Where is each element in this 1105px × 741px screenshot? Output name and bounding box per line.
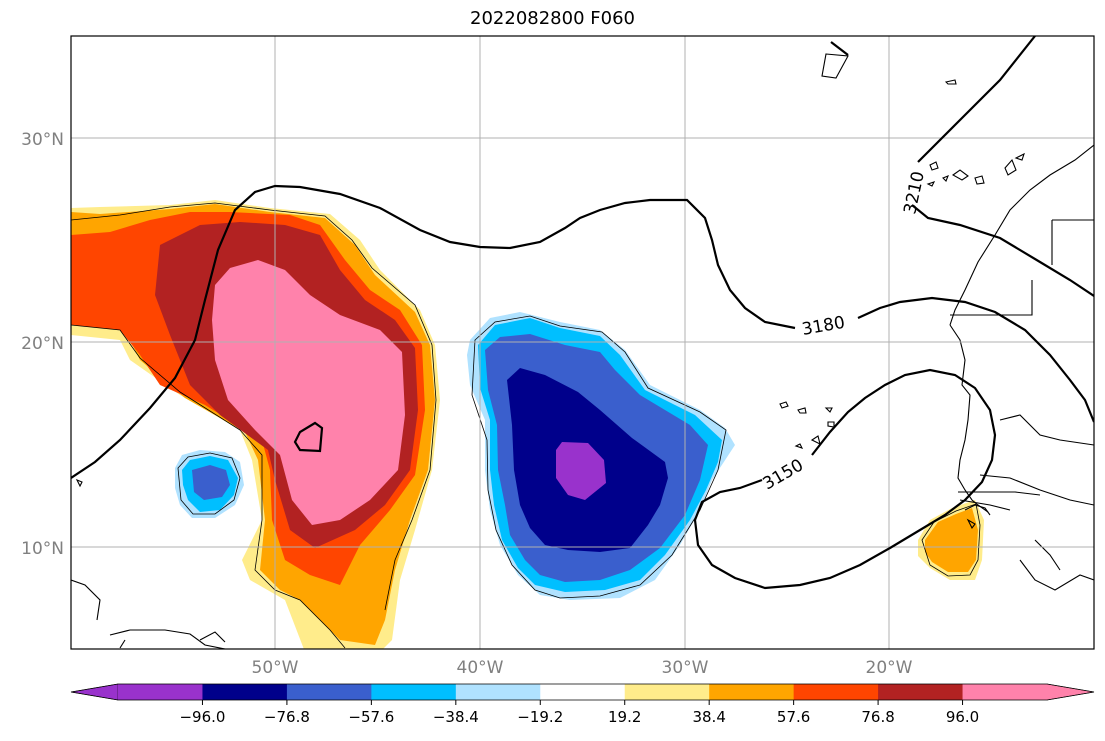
positive-anomaly-west bbox=[71, 200, 440, 649]
colorbar-tick-label: −57.6 bbox=[348, 708, 394, 726]
colorbar-extend-max bbox=[1046, 683, 1095, 701]
colorbar-extend-min bbox=[70, 683, 119, 701]
lat-labels: 30°N 20°N 10°N bbox=[21, 130, 64, 559]
colorbar-segment bbox=[962, 684, 1048, 700]
colorbar-segment bbox=[118, 684, 203, 700]
lon-labels: 50°W 40°W 30°W 20°W bbox=[252, 658, 913, 678]
colorbar-tick-label: −96.0 bbox=[179, 708, 225, 726]
map-title: 2022082800 F060 bbox=[470, 8, 635, 29]
colorbar-tick-label: −19.2 bbox=[517, 708, 563, 726]
colorbar-segment bbox=[878, 684, 964, 700]
contour-3210 bbox=[917, 36, 1036, 163]
colorbar-segment bbox=[202, 684, 288, 700]
colorbar-tick-label: 38.4 bbox=[692, 708, 725, 726]
anomaly-outlines bbox=[71, 202, 981, 649]
colorbar-outline bbox=[70, 683, 1095, 701]
colorbar-segment bbox=[455, 684, 541, 700]
colorbar-tick-label: −76.8 bbox=[264, 708, 310, 726]
colorbar: −96.0 −76.8 −57.6 −38.4 −19.2 19.2 38.4 57.6 76.… bbox=[70, 683, 1095, 726]
lat-label-30n: 30°N bbox=[21, 130, 64, 150]
contour-3180 bbox=[71, 184, 796, 479]
lon-label-30w: 30°W bbox=[662, 658, 709, 678]
colorbar-tick-label: 76.8 bbox=[861, 708, 894, 726]
lon-label-20w: 20°W bbox=[866, 658, 913, 678]
gridlines bbox=[71, 36, 1094, 649]
colorbar-segment bbox=[624, 684, 710, 700]
negative-anomaly-central bbox=[467, 312, 735, 600]
negative-anomaly-small bbox=[175, 450, 244, 518]
colorbar-segment bbox=[709, 684, 795, 700]
lon-label-50w: 50°W bbox=[252, 658, 299, 678]
lat-label-10n: 10°N bbox=[21, 539, 64, 559]
colorbar-tick-label: −38.4 bbox=[433, 708, 479, 726]
colorbar-segment bbox=[371, 684, 457, 700]
height-contours bbox=[71, 36, 1094, 590]
colorbar-tick-label: 96.0 bbox=[946, 708, 979, 726]
lon-label-40w: 40°W bbox=[457, 658, 504, 678]
colorbar-tick-label: 19.2 bbox=[608, 708, 641, 726]
colorbar-segment bbox=[793, 684, 879, 700]
map-frame bbox=[70, 35, 1095, 650]
contour-3150 bbox=[693, 368, 997, 590]
colorbar-segment bbox=[540, 684, 626, 700]
colorbar-segment bbox=[286, 684, 372, 700]
colorbar-tick-label: 57.6 bbox=[777, 708, 810, 726]
lat-label-20n: 20°N bbox=[21, 334, 64, 354]
